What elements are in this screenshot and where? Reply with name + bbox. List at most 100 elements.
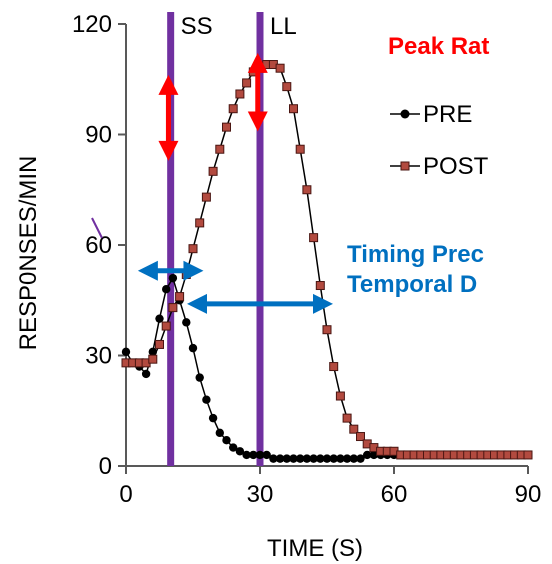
x-tick-label: 30 xyxy=(247,481,274,508)
data-point-pre xyxy=(356,454,365,463)
timing-arrow xyxy=(137,260,204,281)
data-point-post xyxy=(289,104,298,114)
timing-arrowhead-left xyxy=(187,293,207,314)
data-point-post xyxy=(155,339,164,349)
data-point-pre xyxy=(275,454,285,463)
legend-label: PRE xyxy=(423,101,472,128)
data-point-pre xyxy=(155,314,164,323)
timing-arrowhead-right xyxy=(183,260,204,281)
data-point-pre xyxy=(235,447,245,456)
data-point-pre xyxy=(242,450,251,460)
vertical-reference-lines: SS LL xyxy=(167,12,297,466)
data-point-pre xyxy=(208,413,218,423)
data-point-post xyxy=(349,424,359,434)
y-tick-label: 90 xyxy=(85,122,112,149)
data-point-pre xyxy=(342,454,352,463)
data-point-post xyxy=(242,78,252,88)
peak-rate-arrow xyxy=(158,74,179,161)
data-point-pre xyxy=(168,273,178,283)
data-point-pre xyxy=(282,454,291,463)
data-point-pre xyxy=(255,450,265,460)
data-point-pre xyxy=(249,450,258,460)
data-point-post xyxy=(188,244,198,254)
data-point-post xyxy=(208,166,218,176)
timing-arrowhead-left xyxy=(137,260,158,281)
legend-item-post: POST xyxy=(390,153,489,180)
data-point-post xyxy=(282,82,292,92)
data-point-post xyxy=(235,89,245,99)
y-tick-label: 0 xyxy=(99,453,112,480)
data-point-pre xyxy=(188,343,198,353)
data-point-post xyxy=(315,281,325,291)
legend-label: POST xyxy=(423,153,489,180)
data-point-post xyxy=(309,233,319,243)
series-post xyxy=(121,60,533,460)
data-point-post xyxy=(195,218,205,228)
axes-layer: 0 30 60 90 120 0 30 60 90 xyxy=(72,11,541,508)
data-point-post xyxy=(201,192,211,202)
data-point-pre xyxy=(121,347,131,357)
data-point-pre xyxy=(349,454,358,463)
data-point-pre xyxy=(269,454,278,463)
annotations-layer: Peak Rat Timing Prec Temporal D xyxy=(137,33,489,314)
data-point-post xyxy=(275,63,285,73)
axis-labels: TIME (S) RESP0NSES/MIN xyxy=(15,156,363,562)
legend-marker-post xyxy=(400,161,410,171)
y-axis-title: RESP0NSES/MIN xyxy=(15,156,42,351)
peak-rate-label: Peak Rat xyxy=(388,33,489,60)
timing-arrow xyxy=(187,293,333,314)
data-point-post xyxy=(175,292,185,302)
data-point-post xyxy=(295,144,305,154)
data-point-post xyxy=(523,450,533,460)
data-point-pre xyxy=(182,318,191,327)
data-point-pre xyxy=(369,450,379,460)
x-tick-label: 60 xyxy=(381,481,408,508)
y-tick-label: 60 xyxy=(85,232,112,259)
timing-label-line1: Timing Prec xyxy=(347,241,484,268)
peak-rate-arrowhead-bottom xyxy=(247,111,268,132)
data-point-pre xyxy=(202,395,211,404)
data-point-pre xyxy=(229,443,238,452)
data-point-pre xyxy=(309,454,318,463)
data-point-pre xyxy=(296,454,305,463)
peak-rate-arrowhead-top xyxy=(247,52,268,73)
timing-label-line2: Temporal D xyxy=(347,271,477,298)
data-point-pre xyxy=(316,454,325,463)
data-point-pre xyxy=(215,428,224,438)
data-point-pre xyxy=(289,454,298,463)
series-layer xyxy=(121,60,533,463)
data-point-post xyxy=(168,303,178,313)
data-point-pre xyxy=(195,373,204,382)
data-point-pre xyxy=(336,454,345,463)
x-tick-label: 0 xyxy=(119,481,132,508)
data-point-pre xyxy=(222,436,231,445)
data-point-post xyxy=(329,362,339,372)
data-point-pre xyxy=(262,450,271,460)
y-tick-label: 30 xyxy=(85,343,112,370)
data-point-post xyxy=(322,325,332,335)
data-point-pre xyxy=(329,454,338,463)
legend-marker-pre xyxy=(400,109,410,119)
data-point-pre xyxy=(162,285,171,294)
data-point-post xyxy=(356,432,365,442)
data-point-post xyxy=(342,413,352,423)
data-point-post xyxy=(222,122,231,132)
data-point-pre xyxy=(302,454,312,463)
y-tick-label: 120 xyxy=(72,11,112,38)
vertical-line-label-ll: LL xyxy=(270,13,297,40)
data-point-post xyxy=(302,185,312,195)
data-point-pre xyxy=(141,369,151,379)
legend: PRE POST xyxy=(390,101,489,180)
data-point-post xyxy=(215,144,225,154)
x-tick-label: 90 xyxy=(515,481,542,508)
data-point-post xyxy=(228,104,238,114)
peak-rate-arrowhead-top xyxy=(158,74,179,95)
data-point-pre xyxy=(322,454,332,463)
peak-rate-arrowhead-bottom xyxy=(158,140,179,161)
timing-arrowhead-right xyxy=(313,293,333,314)
peak-rate-arrow xyxy=(247,52,268,132)
data-point-post xyxy=(335,391,345,401)
data-point-pre xyxy=(363,450,372,460)
data-point-post xyxy=(148,354,158,364)
